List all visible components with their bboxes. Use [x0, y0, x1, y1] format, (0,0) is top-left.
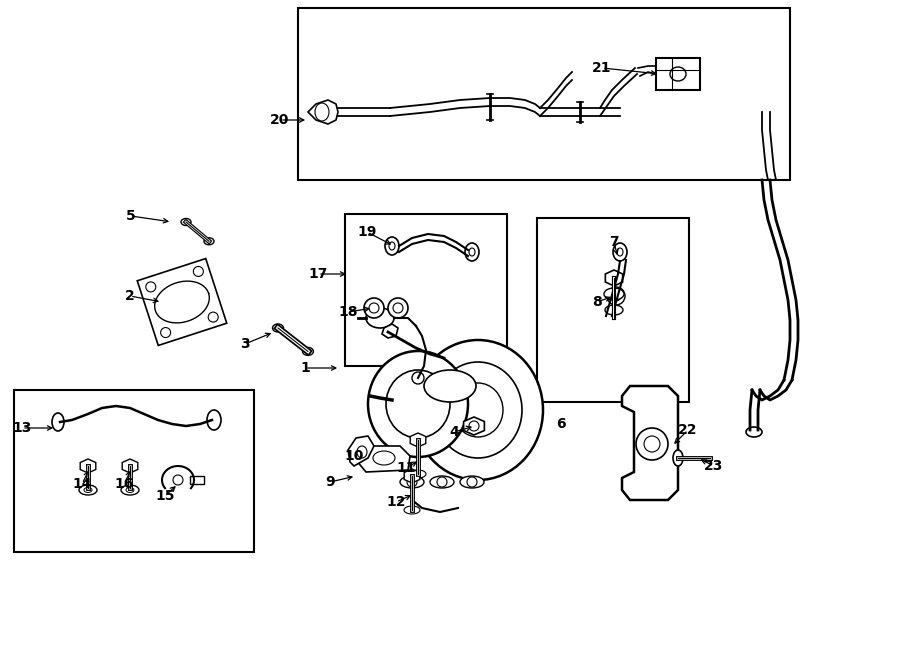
Text: 6: 6 — [556, 417, 566, 431]
Ellipse shape — [453, 383, 503, 437]
Ellipse shape — [368, 351, 468, 457]
Circle shape — [194, 266, 203, 276]
Polygon shape — [348, 436, 374, 466]
Ellipse shape — [366, 308, 394, 328]
Text: 4: 4 — [449, 425, 459, 439]
Polygon shape — [464, 417, 484, 435]
Ellipse shape — [393, 303, 403, 313]
Text: 10: 10 — [345, 449, 364, 463]
Ellipse shape — [302, 348, 313, 356]
Ellipse shape — [469, 248, 475, 256]
Ellipse shape — [364, 298, 384, 318]
Text: 23: 23 — [705, 459, 724, 473]
Text: 17: 17 — [309, 267, 328, 281]
Circle shape — [208, 312, 218, 322]
Ellipse shape — [465, 243, 479, 261]
Polygon shape — [80, 459, 95, 473]
Ellipse shape — [273, 324, 284, 332]
Text: 8: 8 — [592, 295, 602, 309]
Text: 18: 18 — [338, 305, 358, 319]
Text: 7: 7 — [609, 235, 619, 249]
Ellipse shape — [673, 450, 683, 466]
Polygon shape — [606, 270, 623, 286]
Circle shape — [412, 372, 424, 384]
Ellipse shape — [670, 67, 686, 81]
Circle shape — [146, 282, 156, 292]
Text: 9: 9 — [325, 475, 335, 489]
Text: 2: 2 — [125, 289, 135, 303]
Ellipse shape — [79, 485, 97, 495]
Polygon shape — [138, 258, 227, 346]
Polygon shape — [122, 459, 138, 473]
Circle shape — [467, 477, 477, 487]
Ellipse shape — [315, 103, 329, 121]
Bar — [345, 214, 507, 366]
Text: 16: 16 — [114, 477, 134, 491]
Polygon shape — [410, 433, 426, 447]
Ellipse shape — [121, 485, 139, 495]
Bar — [190, 476, 204, 484]
Ellipse shape — [373, 451, 395, 465]
Text: 11: 11 — [396, 461, 416, 475]
Ellipse shape — [400, 476, 424, 488]
Text: 12: 12 — [386, 495, 406, 509]
Ellipse shape — [404, 506, 420, 514]
Ellipse shape — [611, 291, 621, 301]
Circle shape — [407, 477, 417, 487]
Ellipse shape — [52, 413, 64, 431]
Text: 5: 5 — [126, 209, 136, 223]
Ellipse shape — [181, 219, 191, 225]
Circle shape — [437, 477, 447, 487]
Ellipse shape — [204, 238, 214, 245]
Ellipse shape — [413, 340, 543, 480]
Text: 19: 19 — [357, 225, 377, 239]
Polygon shape — [356, 446, 410, 472]
Polygon shape — [382, 324, 398, 338]
Ellipse shape — [388, 298, 408, 318]
Polygon shape — [404, 469, 419, 483]
Bar — [298, 8, 790, 180]
Ellipse shape — [84, 488, 92, 492]
Circle shape — [160, 328, 171, 338]
Ellipse shape — [613, 243, 627, 261]
Ellipse shape — [126, 488, 134, 492]
Ellipse shape — [746, 427, 762, 437]
Ellipse shape — [424, 370, 476, 402]
Text: 14: 14 — [72, 477, 92, 491]
Ellipse shape — [410, 470, 426, 478]
Ellipse shape — [357, 446, 367, 458]
Polygon shape — [308, 100, 338, 124]
Bar — [537, 218, 689, 402]
Text: 15: 15 — [155, 489, 175, 503]
Text: 20: 20 — [270, 113, 290, 127]
Ellipse shape — [207, 410, 221, 430]
Text: 1: 1 — [300, 361, 310, 375]
Bar — [14, 390, 254, 552]
Ellipse shape — [434, 362, 522, 458]
Circle shape — [173, 475, 183, 485]
Ellipse shape — [605, 305, 623, 315]
Polygon shape — [622, 386, 678, 500]
Bar — [656, 58, 700, 90]
Circle shape — [644, 436, 660, 452]
Ellipse shape — [430, 476, 454, 488]
Text: 21: 21 — [592, 61, 612, 75]
Ellipse shape — [386, 370, 450, 438]
Ellipse shape — [369, 303, 379, 313]
Ellipse shape — [389, 242, 395, 250]
Text: 13: 13 — [13, 421, 32, 435]
Circle shape — [636, 428, 668, 460]
Ellipse shape — [604, 288, 624, 300]
Text: 22: 22 — [679, 423, 698, 437]
Ellipse shape — [617, 248, 623, 256]
Ellipse shape — [460, 476, 484, 488]
Text: 3: 3 — [240, 337, 250, 351]
Ellipse shape — [607, 287, 625, 305]
Circle shape — [469, 421, 479, 431]
Ellipse shape — [385, 237, 399, 255]
